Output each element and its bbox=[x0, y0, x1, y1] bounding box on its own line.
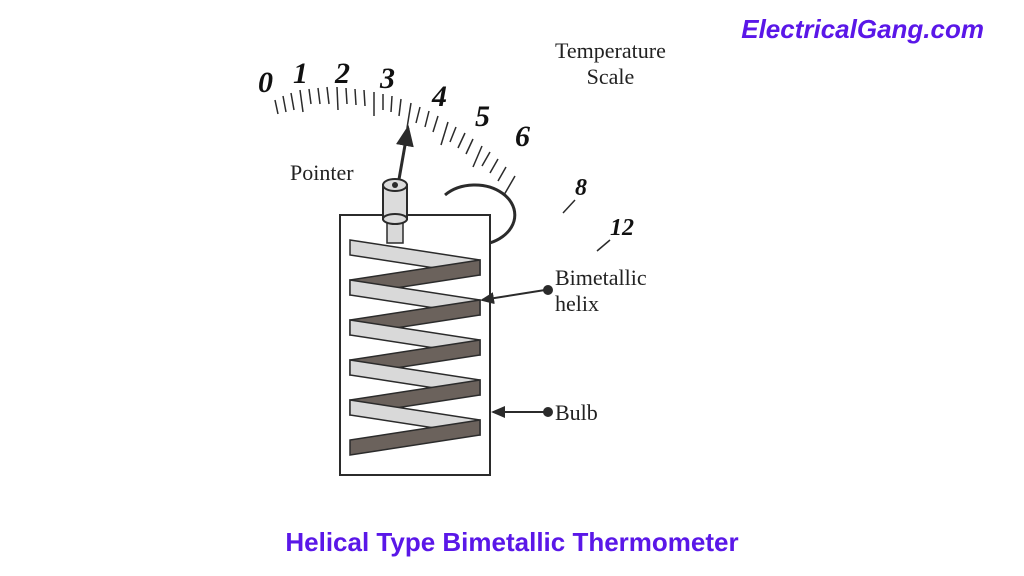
leader-helix bbox=[482, 286, 552, 300]
diagram-svg bbox=[0, 0, 1024, 576]
pointer-needle bbox=[398, 128, 408, 185]
leader-bulb bbox=[493, 408, 552, 416]
pointer-body bbox=[383, 179, 407, 224]
